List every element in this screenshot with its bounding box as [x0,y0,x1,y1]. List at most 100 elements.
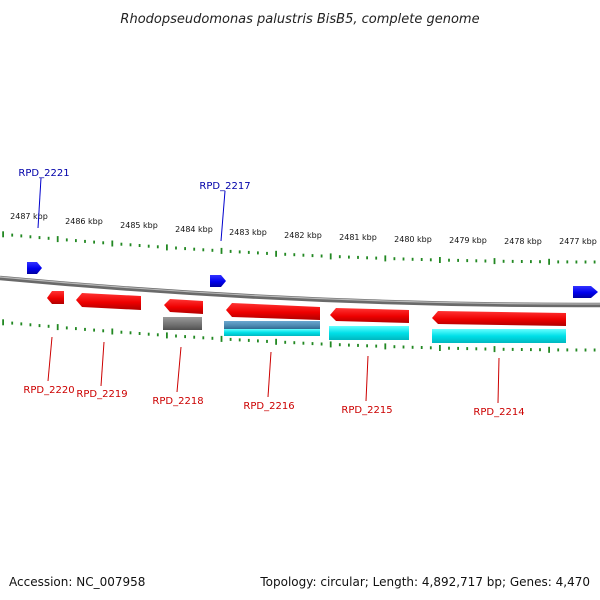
gene-label-rpd-2219[interactable]: RPD_2219 [76,389,127,400]
tick-mark [65,326,68,330]
genome-title: Rhodopseudomonas palustris BisB5, comple… [120,12,479,27]
tick-mark [302,341,305,345]
tick-mark [348,343,350,347]
tick-mark [229,249,232,253]
tick-mark [202,248,205,252]
gene-rpd-2214[interactable] [432,311,566,343]
tick-mark [202,336,205,340]
gene-rpd-2215[interactable] [329,308,409,340]
tick-mark [311,342,314,346]
gene-label-rpd-2217[interactable]: RPD_2217 [199,181,250,192]
tick-mark [293,341,296,345]
gene-label-rpd-2216[interactable]: RPD_2216 [243,401,294,412]
tick-mark [502,347,505,351]
tick-mark [439,257,441,263]
accession-text: Accession: NC_007958 [9,575,145,589]
tick-mark [366,344,368,348]
tick-mark [429,346,432,350]
tick-mark [539,348,541,352]
gene-forward-unlabeled[interactable] [573,286,598,298]
gene-rpd-2220[interactable] [47,291,64,304]
kbp-label: 2477 kbp [559,237,597,246]
tick-mark [111,240,114,247]
tick-mark [457,346,459,350]
tick-mark [475,259,478,263]
tick-mark [348,255,350,259]
tick-mark [138,332,141,335]
tick-mark [511,259,514,263]
tick-mark [293,253,296,257]
gene-label-rpd-2215[interactable]: RPD_2215 [341,405,392,416]
kbp-label: 2480 kbp [394,235,432,244]
tick-mark [29,323,32,327]
tick-mark [111,328,114,335]
tick-mark [166,332,168,339]
tick-mark [511,347,514,351]
tick-mark [211,248,214,252]
tick-mark [557,348,560,352]
reverse-strand-genes [47,291,566,343]
tick-mark [147,332,150,336]
tick-mark [247,338,250,342]
tick-mark [257,251,259,255]
tick-mark [75,239,77,243]
tick-mark [129,331,132,335]
tick-mark [93,240,95,244]
tick-mark [593,260,596,264]
tick-mark [284,340,287,344]
tick-mark [102,329,105,333]
tick-mark [384,255,387,262]
tick-mark [466,347,469,351]
gene-rpd-2216[interactable] [224,303,320,336]
tick-mark [357,255,359,259]
gene-rpd-2219[interactable] [76,293,141,310]
tick-mark [102,241,105,245]
tick-mark [411,345,414,349]
tick-mark [93,328,95,332]
tick-mark [20,322,23,326]
kbp-label: 2487 kbp [10,212,48,221]
tick-mark [29,235,32,239]
gene-rpd-2217[interactable] [210,275,226,287]
kbp-label: 2483 kbp [229,228,267,237]
tick-mark [257,339,259,343]
kbp-label: 2484 kbp [175,225,213,234]
kbp-label: 2482 kbp [284,231,322,240]
tick-mark [229,337,232,341]
gene-label-rpd-2220[interactable]: RPD_2220 [23,385,74,396]
tick-mark [320,254,323,258]
tick-mark [484,259,487,263]
tick-mark [247,250,250,254]
tick-mark [184,335,186,339]
tick-mark [275,250,277,257]
kbp-label: 2485 kbp [120,221,158,230]
gene-label-rpd-2214[interactable]: RPD_2214 [473,407,524,418]
tick-mark [439,345,441,351]
tick-mark [484,347,487,351]
cds-gray [163,317,202,330]
topology-summary: Topology: circular; Length: 4,892,717 bp… [259,575,590,589]
cds-cyan [224,329,320,336]
gene-rpd-2218[interactable] [163,299,203,330]
tick-mark [65,238,68,242]
tick-mark [238,250,241,254]
gene-label-rpd-2221[interactable]: RPD_2221 [18,168,69,179]
tick-mark [38,236,41,240]
tick-mark [375,344,378,348]
tick-mark [47,236,50,240]
tick-mark [20,234,23,238]
tick-mark [11,321,14,325]
tick-mark [156,245,159,249]
tick-mark [566,348,569,352]
tick-mark [530,348,532,352]
reverse-gene-labels: RPD_2220 RPD_2219 RPD_2218 RPD_2216 RPD_… [23,336,525,418]
tick-mark [530,260,532,264]
gene-label-rpd-2218[interactable]: RPD_2218 [152,396,203,407]
tick-mark [584,260,587,264]
tick-mark [47,324,50,328]
tick-mark [429,258,432,262]
gene-rpd-2221[interactable] [27,262,42,274]
tick-mark [566,260,569,264]
tick-mark [593,348,596,352]
forward-strand-genes [27,262,598,298]
